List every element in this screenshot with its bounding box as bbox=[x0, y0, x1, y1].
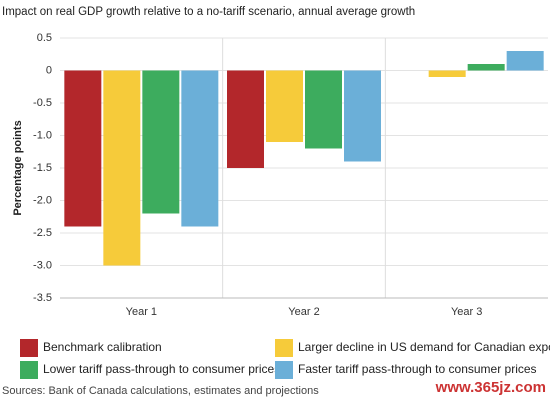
bar bbox=[506, 51, 544, 71]
legend-label: Larger decline in US demand for Canadian… bbox=[298, 340, 550, 354]
bar bbox=[344, 70, 381, 162]
legend-swatch bbox=[20, 361, 38, 379]
legend-swatch bbox=[275, 339, 293, 357]
bar bbox=[181, 70, 219, 227]
legend-label: Lower tariff pass-through to consumer pr… bbox=[43, 362, 280, 376]
y-tick-label: -3.5 bbox=[33, 292, 52, 304]
bar bbox=[305, 70, 342, 149]
chart-title: Impact on real GDP growth relative to a … bbox=[2, 6, 415, 18]
x-tick-label: Year 1 bbox=[126, 306, 157, 318]
bar bbox=[428, 70, 466, 77]
y-tick-label: 0 bbox=[46, 64, 52, 76]
y-tick-label: -2.0 bbox=[33, 194, 52, 206]
bar bbox=[64, 70, 102, 227]
bar bbox=[266, 70, 303, 142]
y-tick-label: -1.5 bbox=[33, 162, 52, 174]
y-tick-label: -1.0 bbox=[33, 129, 52, 141]
source: Sources: Bank of Canada calculations, es… bbox=[2, 385, 319, 397]
y-axis-label: Percentage points bbox=[12, 120, 24, 215]
y-tick-label: -2.5 bbox=[33, 227, 52, 239]
bar bbox=[142, 70, 180, 214]
legend-swatch bbox=[275, 361, 293, 379]
legend-label: Faster tariff pass-through to consumer p… bbox=[298, 362, 537, 376]
bar bbox=[467, 64, 505, 71]
y-tick-label: -0.5 bbox=[33, 97, 52, 109]
bar bbox=[103, 70, 141, 266]
bar bbox=[227, 70, 264, 168]
x-tick-label: Year 3 bbox=[451, 306, 482, 318]
watermark: www.365jz.com bbox=[435, 379, 546, 396]
y-tick-label: 0.5 bbox=[37, 32, 52, 44]
legend-swatch bbox=[20, 339, 38, 357]
y-tick-label: -3.0 bbox=[33, 259, 52, 271]
legend-label: Benchmark calibration bbox=[43, 340, 162, 354]
x-tick-label: Year 2 bbox=[288, 306, 319, 318]
